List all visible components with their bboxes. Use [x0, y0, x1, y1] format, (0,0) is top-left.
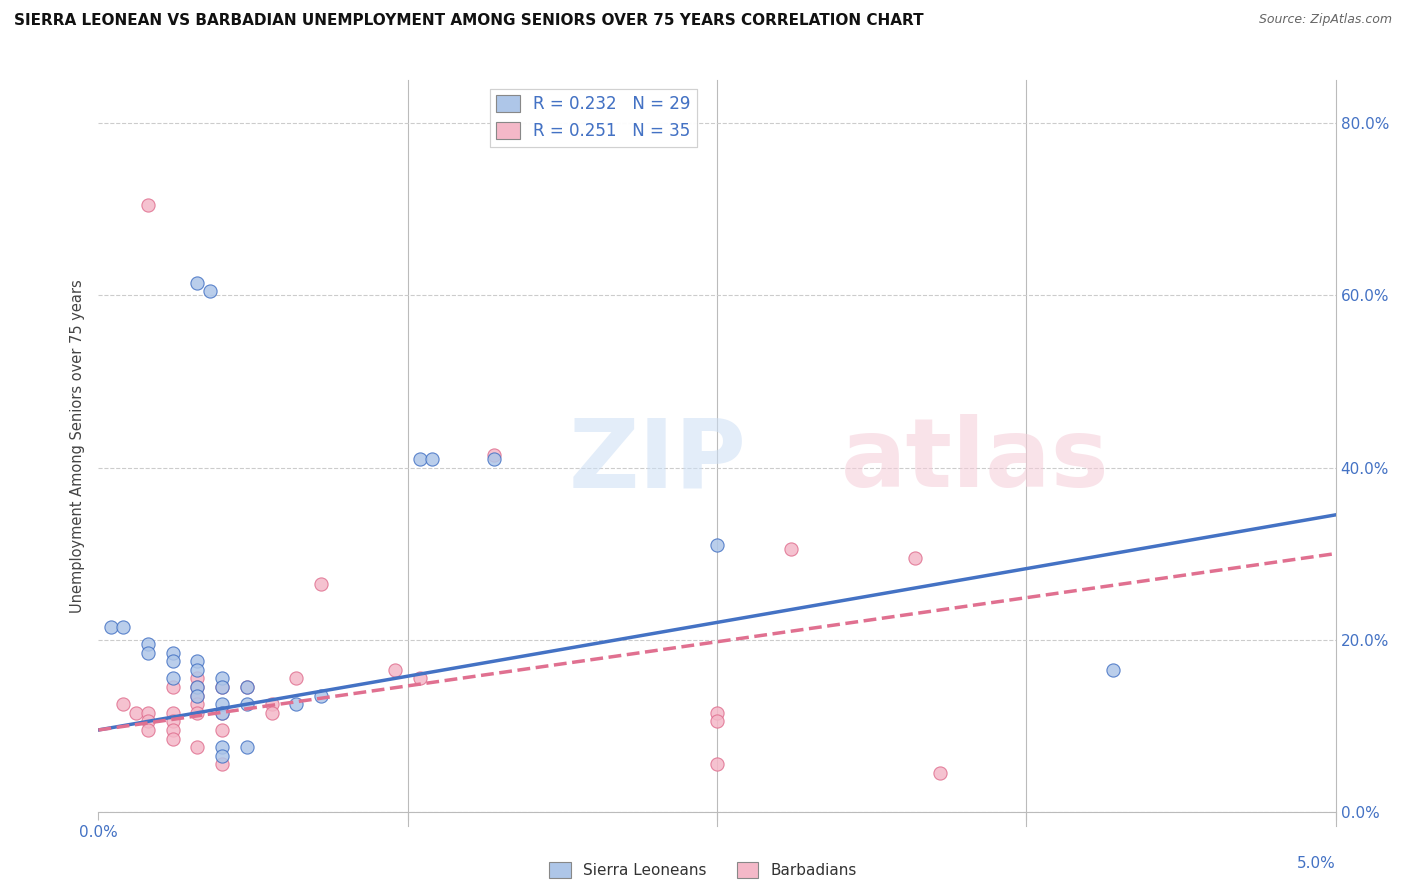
- Point: [112, 697, 135, 711]
- Point: [186, 671, 208, 685]
- Point: [706, 714, 728, 729]
- Text: 5.0%: 5.0%: [1296, 855, 1336, 871]
- Point: [904, 550, 927, 565]
- Point: [309, 576, 332, 591]
- Point: [260, 697, 283, 711]
- Point: [706, 538, 728, 552]
- Point: [484, 448, 506, 462]
- Point: [186, 654, 208, 668]
- Point: [162, 723, 184, 737]
- Point: [236, 740, 259, 755]
- Point: [186, 276, 208, 290]
- Point: [162, 646, 184, 660]
- Point: [162, 680, 184, 694]
- Point: [236, 680, 259, 694]
- Point: [211, 748, 233, 763]
- Point: [211, 706, 233, 720]
- Point: [136, 198, 159, 212]
- Point: [162, 731, 184, 746]
- Point: [211, 706, 233, 720]
- Point: [162, 706, 184, 720]
- Point: [409, 671, 432, 685]
- Point: [409, 451, 432, 466]
- Point: [136, 646, 159, 660]
- Point: [112, 620, 135, 634]
- Point: [186, 740, 208, 755]
- Point: [211, 740, 233, 755]
- Point: [100, 620, 122, 634]
- Point: [236, 697, 259, 711]
- Point: [198, 284, 221, 298]
- Point: [186, 689, 208, 703]
- Point: [186, 680, 208, 694]
- Point: [928, 766, 950, 780]
- Point: [162, 671, 184, 685]
- Point: [309, 689, 332, 703]
- Point: [162, 654, 184, 668]
- Point: [186, 689, 208, 703]
- Text: Source: ZipAtlas.com: Source: ZipAtlas.com: [1258, 13, 1392, 27]
- Point: [780, 542, 803, 557]
- Point: [211, 680, 233, 694]
- Point: [706, 706, 728, 720]
- Point: [136, 723, 159, 737]
- Point: [186, 680, 208, 694]
- Point: [285, 671, 308, 685]
- Point: [260, 706, 283, 720]
- Point: [211, 757, 233, 772]
- Point: [211, 680, 233, 694]
- Point: [236, 680, 259, 694]
- Text: atlas: atlas: [841, 414, 1109, 508]
- Point: [1102, 663, 1125, 677]
- Point: [422, 451, 444, 466]
- Point: [136, 714, 159, 729]
- Point: [186, 697, 208, 711]
- Text: ZIP: ZIP: [568, 414, 747, 508]
- Point: [706, 757, 728, 772]
- Point: [136, 706, 159, 720]
- Point: [211, 697, 233, 711]
- Point: [484, 451, 506, 466]
- Point: [211, 671, 233, 685]
- Point: [124, 706, 146, 720]
- Point: [285, 697, 308, 711]
- Point: [162, 714, 184, 729]
- Legend: Sierra Leoneans, Barbadians: Sierra Leoneans, Barbadians: [543, 856, 863, 884]
- Point: [384, 663, 406, 677]
- Point: [136, 637, 159, 651]
- Point: [186, 663, 208, 677]
- Point: [186, 706, 208, 720]
- Legend: R = 0.232   N = 29, R = 0.251   N = 35: R = 0.232 N = 29, R = 0.251 N = 35: [489, 88, 697, 146]
- Point: [211, 723, 233, 737]
- Text: SIERRA LEONEAN VS BARBADIAN UNEMPLOYMENT AMONG SENIORS OVER 75 YEARS CORRELATION: SIERRA LEONEAN VS BARBADIAN UNEMPLOYMENT…: [14, 13, 924, 29]
- Y-axis label: Unemployment Among Seniors over 75 years: Unemployment Among Seniors over 75 years: [70, 279, 86, 613]
